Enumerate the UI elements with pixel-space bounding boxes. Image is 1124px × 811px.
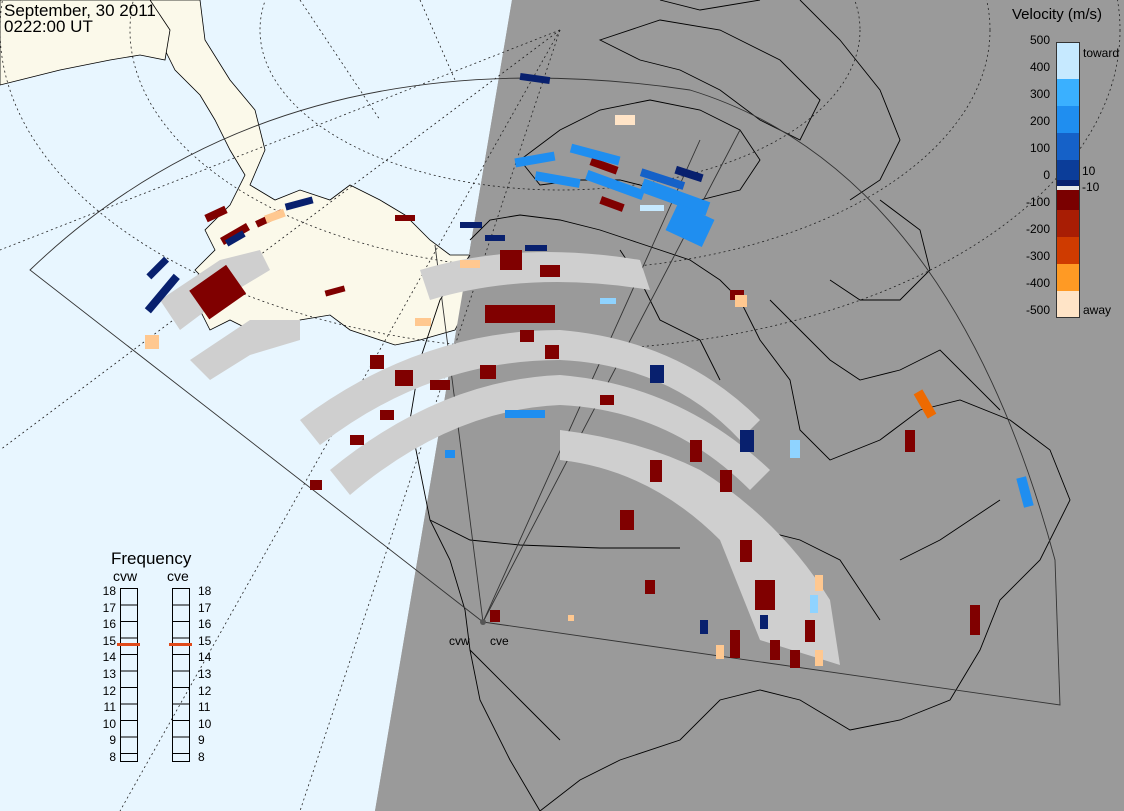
velocity-tick: 400: [1029, 60, 1050, 74]
velocity-swatch: [1057, 264, 1079, 291]
velocity-tick: -10: [1082, 180, 1100, 194]
radar-label-cvw: cvw: [449, 634, 470, 648]
frequency-scale-cve: [172, 588, 190, 762]
velocity-swatch: [1057, 133, 1079, 160]
frequency-tick: 8: [109, 749, 116, 764]
velocity-cells-toward: [144, 72, 1034, 634]
velocity-tick: 10: [1082, 164, 1096, 178]
frequency-ticks-right: 18 17 16 15 14 13 12 11 10 9 8: [198, 583, 218, 766]
frequency-tick: 15: [102, 633, 116, 648]
velocity-swatch: [1057, 106, 1079, 133]
velocity-swatch: [1057, 190, 1079, 210]
frequency-tick: 12: [102, 683, 116, 698]
velocity-cells-strong-away: [145, 115, 937, 666]
frequency-tick: 8: [198, 749, 205, 764]
frequency-tick: 13: [102, 666, 116, 681]
frequency-legend-title: Frequency: [111, 549, 192, 568]
radar-label-cve: cve: [490, 634, 509, 648]
siberia-landmass: [0, 0, 171, 86]
velocity-tick: -100: [1025, 195, 1050, 209]
velocity-swatch: [1057, 237, 1079, 264]
frequency-tick: 15: [198, 633, 212, 648]
velocity-tick: -300: [1025, 249, 1050, 263]
velocity-tick: 100: [1029, 141, 1050, 155]
velocity-tick: 500: [1029, 33, 1050, 47]
frequency-tick: 16: [198, 617, 212, 632]
frequency-tick: 17: [102, 600, 116, 615]
velocity-tick: -400: [1025, 276, 1050, 290]
velocity-swatch: [1057, 291, 1079, 317]
frequency-scale-cvw: [120, 588, 138, 762]
frequency-tick: 18: [102, 584, 116, 598]
frequency-tick: 10: [198, 716, 212, 731]
frequency-tick: 14: [102, 650, 116, 665]
velocity-away-label: away: [1083, 303, 1112, 317]
frequency-tick: 13: [198, 666, 212, 681]
velocity-swatch: [1057, 79, 1079, 106]
velocity-cells-away: [189, 157, 980, 668]
time-label: 0222:00 UT: [4, 17, 93, 36]
frequency-tick: 9: [198, 733, 205, 748]
radar-site-marker: [480, 619, 486, 625]
frequency-radar-label: cvw: [113, 568, 138, 584]
velocity-swatch: [1057, 210, 1079, 237]
date-label: September, 30 2011: [4, 1, 156, 20]
velocity-swatch: [1057, 43, 1079, 79]
frequency-tick: 16: [102, 617, 116, 632]
velocity-swatch: [1057, 186, 1079, 190]
frequency-tick: 14: [198, 650, 212, 665]
velocity-toward-label: toward: [1083, 46, 1120, 60]
night-side-region: [375, 0, 1124, 811]
velocity-tick: 0: [1043, 168, 1050, 182]
frequency-marker-cve: [169, 643, 192, 646]
frequency-tick: 12: [198, 683, 212, 698]
frequency-tick: 11: [103, 700, 116, 715]
velocity-swatch: [1057, 180, 1079, 186]
velocity-legend-title: Velocity (m/s): [1012, 6, 1103, 23]
frequency-radar-label: cve: [167, 568, 189, 584]
coastlines: [409, 0, 1071, 811]
velocity-swatch: [1057, 160, 1079, 180]
frequency-tick: 18: [198, 584, 212, 598]
frequency-marker-cvw: [117, 643, 140, 646]
frequency-ticks-left: 18 17 16 15 14 13 12 11 10 9 8: [96, 583, 116, 766]
velocity-tick: 200: [1029, 114, 1050, 128]
velocity-tick: -200: [1025, 222, 1050, 236]
frequency-tick: 17: [198, 600, 212, 615]
velocity-legend: [1056, 42, 1080, 318]
frequency-tick: 11: [198, 700, 211, 715]
velocity-tick: 300: [1029, 87, 1050, 101]
frequency-tick: 10: [102, 716, 116, 731]
frequency-tick: 9: [109, 733, 116, 748]
velocity-tick: -500: [1025, 303, 1050, 317]
